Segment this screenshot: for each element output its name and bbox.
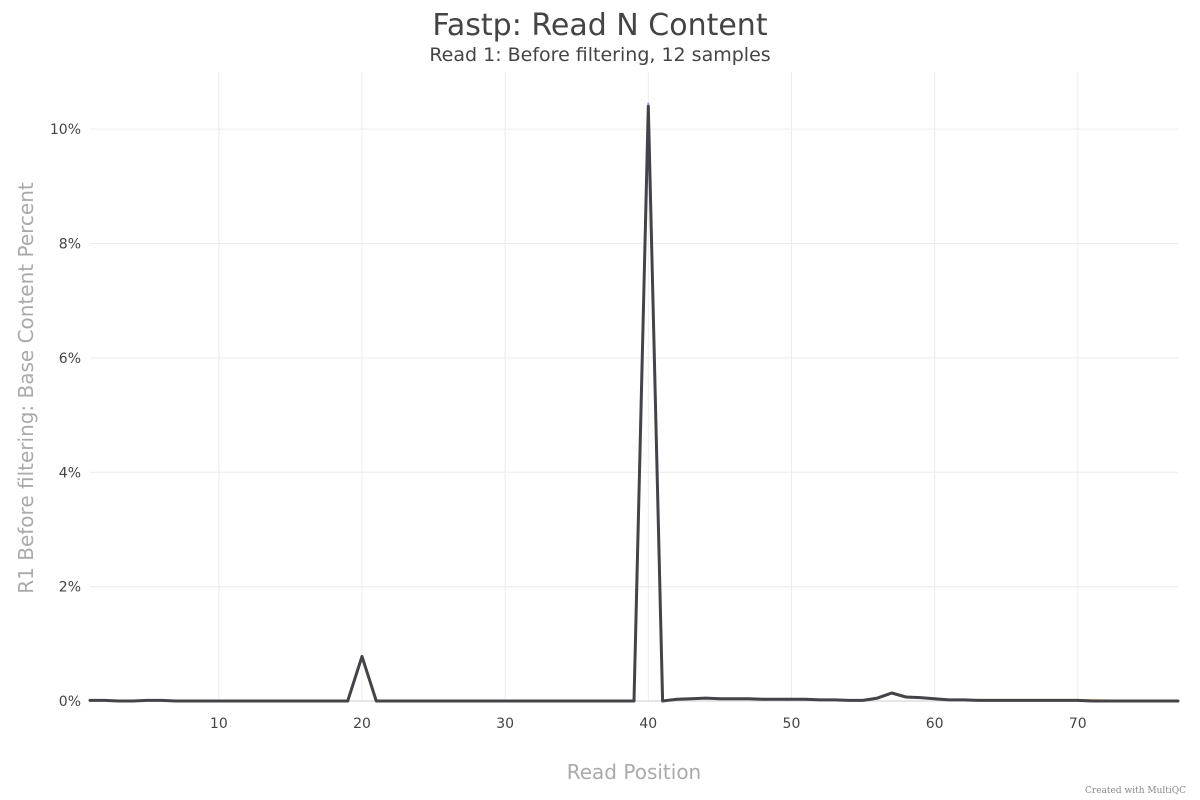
series-line[interactable] — [88, 104, 1180, 703]
y-tick-label: 0% — [59, 694, 81, 710]
tick-labels: 10 20 30 40 50 60 70 0% 2% 4% 6% 8% 10% — [50, 122, 1087, 732]
y-axis-label: R1 Before filtering: Base Content Percen… — [14, 182, 38, 594]
x-tick-label: 50 — [783, 716, 801, 732]
gridlines — [90, 72, 1178, 702]
y-tick-label: 6% — [59, 351, 81, 367]
chart-subtitle: Read 1: Before filtering, 12 samples — [429, 44, 771, 66]
y-tick-label: 10% — [50, 122, 81, 138]
x-tick-label: 10 — [210, 716, 228, 732]
y-tick-label: 8% — [59, 237, 81, 253]
chart-title: Fastp: Read N Content — [432, 8, 768, 43]
x-tick-label: 40 — [639, 716, 657, 732]
x-tick-label: 60 — [926, 716, 944, 732]
x-tick-label: 20 — [353, 716, 371, 732]
y-tick-label: 2% — [59, 580, 81, 596]
x-tick-label: 30 — [496, 716, 514, 732]
y-tick-label: 4% — [59, 465, 81, 481]
x-tick-label: 70 — [1069, 716, 1087, 732]
x-axis-label: Read Position — [566, 760, 702, 784]
series-lines — [88, 102, 1180, 703]
credit-text[interactable]: Created with MultiQC — [1085, 786, 1186, 796]
